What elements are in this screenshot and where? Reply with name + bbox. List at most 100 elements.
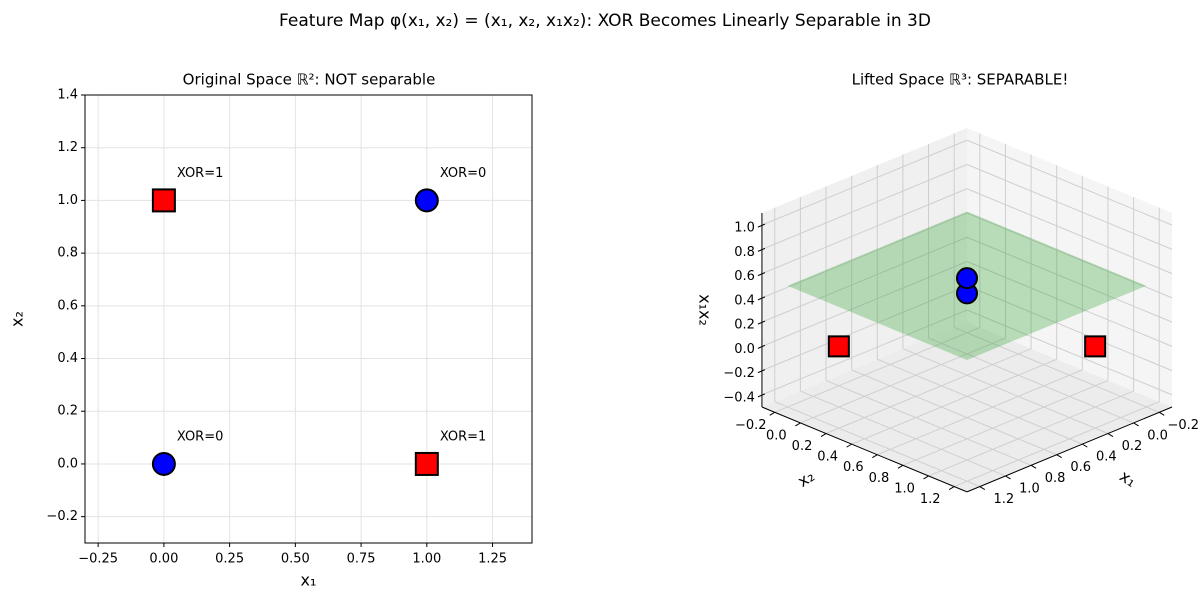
grid-line xyxy=(800,390,1006,477)
z-tick-label: −0.2 xyxy=(723,366,755,381)
grid-line xyxy=(761,261,968,347)
pane-back xyxy=(761,128,967,407)
y-tick-label: 0.8 xyxy=(57,246,78,261)
y-tick-label: −0.2 xyxy=(46,509,78,524)
grid-line xyxy=(966,309,1173,396)
x-tick-label: 1.00 xyxy=(412,552,441,567)
grid-line xyxy=(966,285,1173,372)
marker-square xyxy=(414,451,439,476)
y-tick-label: −0.2 xyxy=(735,418,767,433)
point-annotation: XOR=1 xyxy=(177,166,224,181)
figure-title: Feature Map φ(x₁, x₂) = (x₁, x₂, x₁x₂): … xyxy=(279,11,931,31)
grid-line xyxy=(966,212,1173,299)
x-tick-label: −0.2 xyxy=(1167,418,1199,433)
x-tick-label: 0.00 xyxy=(149,552,178,567)
pane-back xyxy=(967,128,1173,407)
z-tick-label: 0.2 xyxy=(734,318,755,333)
point-annotation: XOR=0 xyxy=(177,429,224,444)
tick-mark xyxy=(1030,464,1037,469)
y-tick-label: 0.6 xyxy=(57,298,78,313)
grid-line xyxy=(966,139,1173,226)
y-tick-label: 0.2 xyxy=(57,404,78,419)
z-tick-label: 0.6 xyxy=(734,269,755,284)
grid-line xyxy=(800,337,1006,424)
x-tick-label: 0.25 xyxy=(215,552,244,567)
y-axis-label: x₂ xyxy=(794,466,818,491)
marker-square xyxy=(1084,335,1107,358)
x-tick-label: 0.2 xyxy=(1122,439,1143,454)
marker-circle xyxy=(956,267,978,290)
y-axis-label: x₂ xyxy=(8,311,27,327)
y-tick-label: 1.0 xyxy=(894,481,915,496)
grid-line xyxy=(966,188,1173,275)
grid-line xyxy=(825,348,1032,434)
x-tick-label: 0.50 xyxy=(281,552,310,567)
y-tick-label: 0.4 xyxy=(817,450,838,465)
y-tick-label: 0.0 xyxy=(766,428,787,443)
grid-line xyxy=(877,369,1083,456)
x-axis-label: x₁ xyxy=(301,571,317,590)
tick-mark xyxy=(846,443,852,448)
tick-mark xyxy=(1133,422,1139,427)
z-tick-label: −0.4 xyxy=(723,390,755,405)
grid-line xyxy=(928,337,1134,424)
grid-line xyxy=(953,326,1160,413)
y-tick-label: 0.4 xyxy=(57,351,78,366)
tick-mark xyxy=(1005,475,1011,480)
y-tick-label: 0.2 xyxy=(792,439,813,454)
grid-line xyxy=(761,309,968,396)
y-tick-label: 1.2 xyxy=(57,140,78,155)
x-tick-label: −0.25 xyxy=(78,552,118,567)
grid-line xyxy=(966,164,1173,250)
y-tick-label: 1.2 xyxy=(920,492,941,507)
z-tick-label: 1.0 xyxy=(734,221,755,236)
tick-mark xyxy=(820,433,827,437)
grid-line xyxy=(761,164,968,250)
x-tick-label: 0.0 xyxy=(1147,428,1168,443)
axis-line xyxy=(966,406,1173,493)
z-axis-label: x₁x₂ xyxy=(695,294,714,326)
y-tick-label: 1.4 xyxy=(57,88,78,103)
x-tick-label: 1.0 xyxy=(1019,481,1040,496)
y-tick-label: 0.6 xyxy=(843,460,864,475)
tick-mark xyxy=(872,454,878,459)
grid-line xyxy=(851,358,1057,445)
z-tick-label: 0.8 xyxy=(734,245,755,260)
axis-line xyxy=(761,406,968,493)
point-annotation: XOR=0 xyxy=(440,166,487,181)
x-tick-label: 0.8 xyxy=(1045,471,1066,486)
x-tick-label: 0.4 xyxy=(1096,450,1117,465)
grid-line xyxy=(761,188,968,275)
marker-square xyxy=(151,188,176,213)
marker-circle xyxy=(151,451,176,476)
grid-line xyxy=(966,236,1173,323)
grid-line xyxy=(928,390,1134,477)
tick-mark xyxy=(948,486,955,490)
plot-frame xyxy=(84,94,533,544)
y-tick-label: 0.8 xyxy=(869,471,890,486)
x-tick-label: 1.2 xyxy=(993,492,1014,507)
grid-line xyxy=(774,326,981,413)
chart-title: Original Space ℝ²: NOT separable xyxy=(183,71,436,89)
grid-line xyxy=(953,401,1160,488)
grid-line xyxy=(851,369,1057,456)
grid-line xyxy=(902,380,1109,466)
tick-mark xyxy=(1056,454,1062,459)
x-tick-label: 0.75 xyxy=(347,552,376,567)
tick-mark xyxy=(1107,433,1114,437)
y-tick-label: 0.0 xyxy=(57,456,78,471)
z-tick-label: 0.0 xyxy=(734,342,755,357)
tick-mark xyxy=(979,486,986,490)
tick-mark xyxy=(1082,443,1088,448)
tick-mark xyxy=(769,411,776,416)
point-annotation: XOR=1 xyxy=(440,429,487,444)
tick-mark xyxy=(897,464,904,469)
x-tick-label: 1.25 xyxy=(478,552,507,567)
tick-mark xyxy=(1158,411,1165,416)
grid-line xyxy=(761,139,968,226)
chart-title: Lifted Space ℝ³: SEPARABLE! xyxy=(852,71,1069,89)
grid-line xyxy=(902,348,1109,434)
tick-mark xyxy=(923,475,929,480)
grid-line xyxy=(774,401,981,488)
